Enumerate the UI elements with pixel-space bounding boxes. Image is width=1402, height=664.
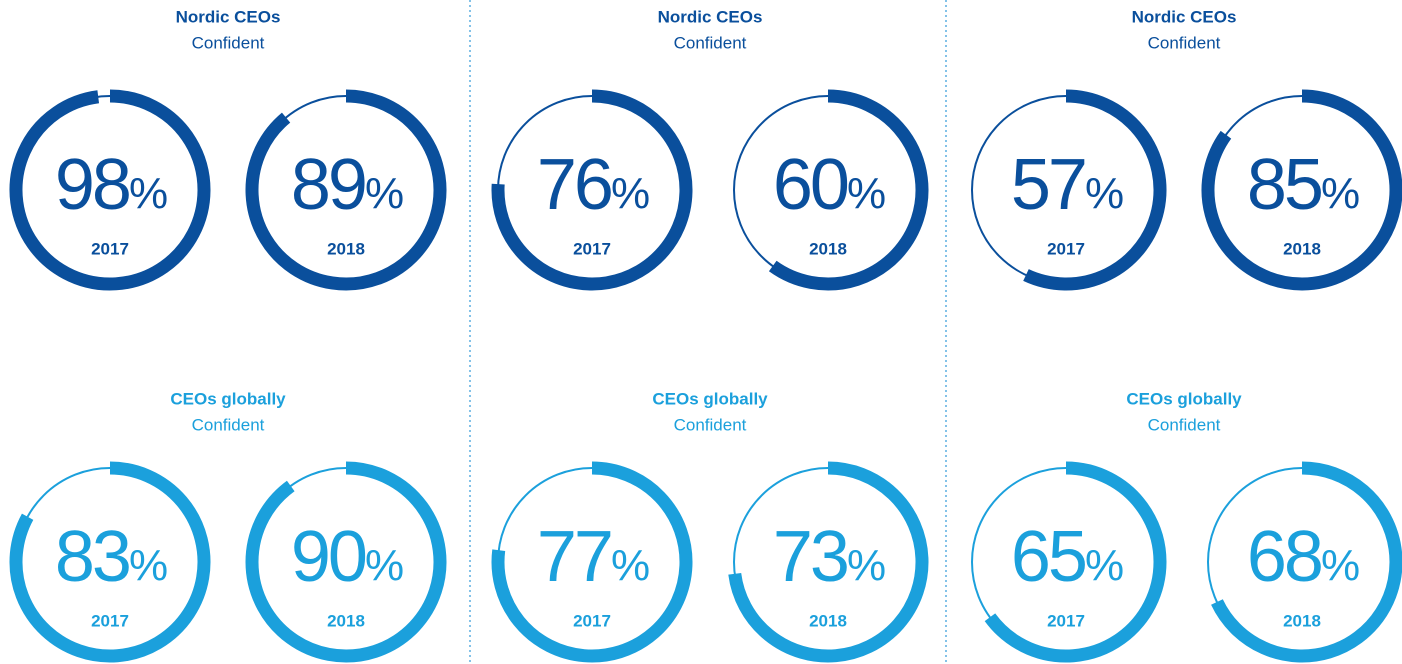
value-label: 98% <box>55 145 167 225</box>
ring-arc <box>1201 89 1402 291</box>
year-label: 2017 <box>1047 239 1085 258</box>
panel-subtitle: Confident <box>192 415 265 434</box>
ring-arc <box>491 89 693 291</box>
value-label: 68% <box>1247 517 1359 597</box>
value-label: 73% <box>773 517 885 597</box>
ring-arc <box>9 89 211 291</box>
ring-arc <box>768 89 929 291</box>
panel-title: Nordic CEOs <box>176 7 281 26</box>
panel-subtitle: Confident <box>674 33 747 52</box>
value-label: 83% <box>55 517 167 597</box>
value-label: 76% <box>537 145 649 225</box>
panel-title: CEOs globally <box>652 389 768 408</box>
value-label: 57% <box>1011 145 1123 225</box>
panel-subtitle: Confident <box>1148 33 1221 52</box>
ring-arc <box>491 461 693 663</box>
year-label: 2017 <box>573 239 611 258</box>
year-label: 2017 <box>1047 611 1085 630</box>
panel-title: Nordic CEOs <box>658 7 763 26</box>
year-label: 2018 <box>1283 239 1321 258</box>
ring-arc <box>984 461 1167 663</box>
ring-arc <box>245 89 447 291</box>
panel-title: Nordic CEOs <box>1132 7 1237 26</box>
value-label: 65% <box>1011 517 1123 597</box>
panel-subtitle: Confident <box>674 415 747 434</box>
year-label: 2017 <box>91 611 129 630</box>
panel-title: CEOs globally <box>170 389 286 408</box>
ring-arc <box>245 461 447 663</box>
year-label: 2018 <box>1283 611 1321 630</box>
ring-arc <box>728 461 929 663</box>
year-label: 2017 <box>91 239 129 258</box>
panel-title: CEOs globally <box>1126 389 1242 408</box>
year-label: 2018 <box>327 611 365 630</box>
value-label: 90% <box>291 517 403 597</box>
value-label: 60% <box>773 145 885 225</box>
year-label: 2018 <box>327 239 365 258</box>
ring-arc <box>9 461 211 663</box>
year-label: 2018 <box>809 239 847 258</box>
year-label: 2017 <box>573 611 611 630</box>
value-label: 89% <box>291 145 403 225</box>
panel-subtitle: Confident <box>1148 415 1221 434</box>
ring-arc <box>1023 89 1167 291</box>
year-label: 2018 <box>809 611 847 630</box>
value-label: 85% <box>1247 145 1359 225</box>
panel-subtitle: Confident <box>192 33 265 52</box>
value-label: 77% <box>537 517 649 597</box>
ring-arc <box>1211 461 1402 663</box>
